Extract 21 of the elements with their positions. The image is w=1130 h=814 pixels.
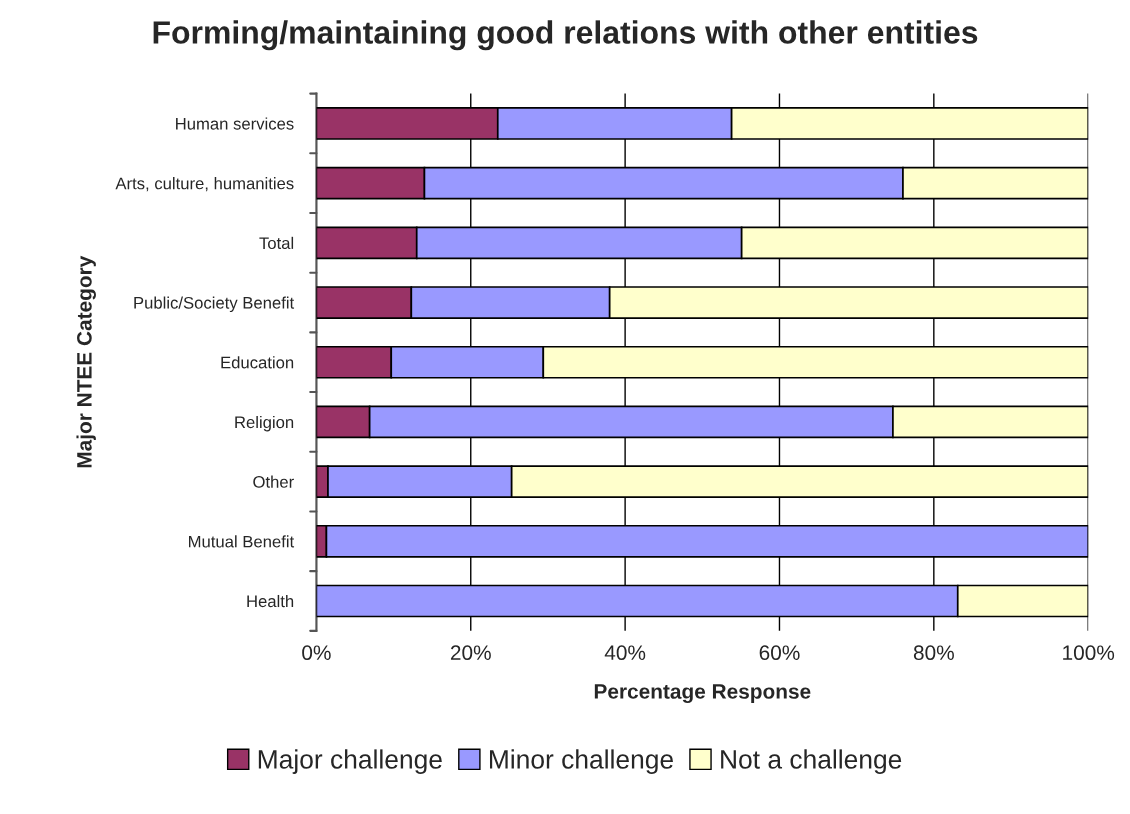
y-tick-label: Health	[247, 594, 294, 608]
legend-label: Major challenge	[258, 749, 442, 774]
y-tick-label: Education	[221, 356, 294, 369]
y-axis-title: Major NTEE Category	[76, 255, 96, 468]
y-tick-label: Total	[259, 236, 294, 250]
y-tick-label: Mutual Benefit	[189, 535, 295, 548]
x-tick-label: 80%	[913, 645, 954, 661]
x-axis-title: Percentage Response	[594, 684, 811, 704]
x-tick-label: 20%	[450, 645, 491, 661]
y-tick-label: Arts, culture, humanities	[115, 177, 294, 192]
y-tick-label: Other	[253, 475, 294, 488]
legend-label: Not a challenge	[721, 749, 902, 774]
chart-title: Forming/maintaining good relations with other entities	[153, 20, 978, 51]
x-tick-label: 100%	[1063, 645, 1115, 661]
x-tick-label: 0%	[302, 645, 331, 661]
y-tick-label: Religion	[235, 415, 294, 432]
y-tick-label: Human services	[176, 117, 294, 130]
x-tick-label: 40%	[604, 645, 646, 661]
y-tick-label: Public/Society Benefit	[134, 296, 295, 313]
x-tick-label: 60%	[759, 645, 800, 661]
legend-label: Minor challenge	[489, 749, 673, 774]
